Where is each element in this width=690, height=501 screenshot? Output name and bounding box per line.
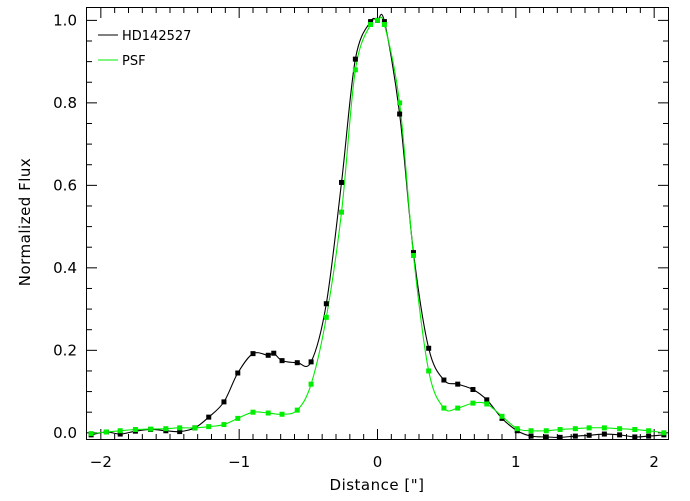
data-point-hd142527 [410, 250, 416, 256]
y-tick-label: 0.0 [53, 424, 77, 442]
data-point-psf [250, 409, 256, 415]
data-point-psf [557, 427, 563, 433]
y-tick-label: 0.6 [53, 176, 77, 194]
data-point-psf [265, 410, 271, 416]
data-point-psf [586, 425, 592, 431]
legend-label-psf: PSF [122, 54, 146, 69]
y-tick-label: 0.4 [53, 259, 77, 277]
data-point-hd142527 [441, 377, 447, 383]
data-point-hd142527 [397, 111, 403, 117]
data-point-hd142527 [601, 431, 607, 437]
data-point-hd142527 [632, 434, 638, 440]
data-point-psf [352, 67, 358, 73]
data-point-hd142527 [339, 179, 345, 185]
data-point-hd142527 [271, 350, 277, 356]
data-point-hd142527 [117, 431, 123, 437]
data-point-hd142527 [470, 387, 476, 393]
data-point-psf [632, 427, 638, 433]
data-point-hd142527 [235, 370, 241, 376]
data-point-psf [455, 405, 461, 411]
data-point-hd142527 [586, 432, 592, 438]
axis-tick-labels: −2 −1 0 1 2 0.0 0.2 0.4 0.6 0.8 1.0 [53, 11, 659, 471]
data-point-hd142527 [557, 434, 563, 440]
x-axis-title: Distance ["] [330, 476, 425, 494]
data-point-psf [470, 400, 476, 406]
data-point-psf [661, 430, 667, 436]
data-point-hd142527 [617, 432, 623, 438]
y-tick-label: 1.0 [53, 11, 77, 29]
data-point-psf [339, 209, 345, 215]
data-point-psf [163, 426, 169, 432]
series-line-hd142527 [91, 13, 664, 438]
data-point-psf [368, 21, 374, 27]
data-point-psf [499, 413, 505, 419]
data-point-hd142527 [177, 429, 183, 435]
data-point-hd142527 [368, 19, 374, 25]
data-point-psf [221, 422, 227, 428]
data-point-psf [646, 428, 652, 434]
data-point-psf [117, 428, 123, 434]
data-point-hd142527 [221, 399, 227, 405]
data-point-hd142527 [323, 301, 329, 307]
data-point-hd142527 [265, 352, 271, 358]
data-point-psf [88, 431, 94, 437]
data-point-hd142527 [250, 351, 256, 357]
data-point-psf [572, 426, 578, 432]
data-point-psf [514, 426, 520, 432]
data-point-psf [543, 428, 549, 434]
y-tick-label: 0.8 [53, 94, 77, 112]
legend: HD142527 PSF [98, 29, 191, 69]
data-point-psf [132, 427, 138, 433]
data-point-psf [177, 425, 183, 431]
y-tick-label: 0.2 [53, 341, 77, 359]
data-point-psf [617, 426, 623, 432]
x-tick-label: −2 [90, 453, 112, 471]
data-point-psf [528, 428, 534, 434]
data-point-psf [192, 425, 198, 431]
data-point-psf [148, 426, 154, 432]
data-point-psf [441, 405, 447, 411]
x-tick-label: 2 [649, 453, 659, 471]
data-point-hd142527 [528, 433, 534, 439]
x-tick-label: −1 [228, 453, 250, 471]
axis-ticks [87, 8, 668, 439]
data-point-psf [484, 401, 490, 407]
x-tick-label: 1 [511, 453, 521, 471]
data-point-psf [206, 424, 212, 430]
series-curves [91, 13, 664, 438]
data-point-psf [294, 407, 300, 413]
data-point-psf [410, 252, 416, 258]
plot-frame [86, 7, 669, 440]
series-line-psf [91, 16, 664, 435]
data-point-hd142527 [572, 433, 578, 439]
data-point-psf [308, 381, 314, 387]
data-point-hd142527 [484, 397, 490, 403]
legend-label-hd142527: HD142527 [122, 29, 191, 44]
data-point-hd142527 [279, 358, 285, 364]
data-point-psf [375, 17, 380, 23]
data-point-psf [397, 100, 403, 106]
data-point-psf [381, 21, 387, 27]
data-point-psf [103, 429, 109, 435]
data-point-psf [601, 425, 607, 431]
data-point-psf [279, 411, 285, 417]
data-point-hd142527 [381, 19, 387, 25]
x-tick-label: 0 [373, 453, 383, 471]
data-point-hd142527 [646, 433, 652, 439]
data-point-hd142527 [543, 434, 549, 440]
data-point-hd142527 [426, 345, 432, 351]
data-point-hd142527 [294, 360, 300, 366]
data-point-psf [323, 314, 329, 320]
data-point-psf [426, 368, 432, 374]
data-point-hd142527 [455, 381, 461, 387]
series-markers [88, 17, 667, 440]
data-point-psf [235, 415, 241, 421]
y-axis-title: Normalized Flux [16, 158, 34, 287]
data-point-hd142527 [308, 359, 314, 365]
data-point-hd142527 [206, 414, 212, 420]
data-point-hd142527 [352, 56, 358, 62]
